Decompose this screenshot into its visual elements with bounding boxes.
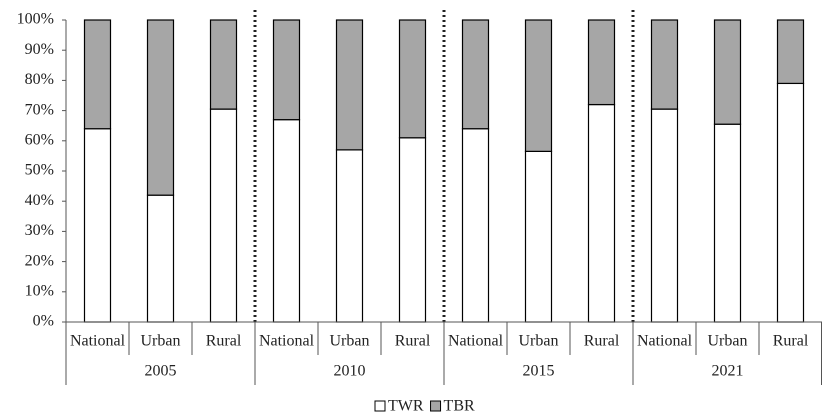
bar <box>398 137 427 323</box>
y-tick-label: 90% <box>25 41 54 58</box>
y-tick-label: 30% <box>25 222 54 239</box>
bar <box>83 128 112 323</box>
bar <box>272 19 301 121</box>
y-tick-label: 50% <box>25 162 54 179</box>
group-label: 2010 <box>334 363 366 380</box>
bar <box>461 19 490 130</box>
bar <box>146 19 175 196</box>
x-tick-label: National <box>259 333 315 350</box>
y-tick-label: 10% <box>25 282 54 299</box>
bar <box>146 194 175 323</box>
group-label: 2021 <box>712 363 744 380</box>
y-tick-label: 80% <box>25 71 54 88</box>
x-tick-label: Urban <box>519 333 559 350</box>
bar <box>209 108 238 323</box>
bar <box>713 19 742 125</box>
legend-swatch <box>374 400 386 412</box>
bar <box>650 108 679 323</box>
bar <box>524 150 553 323</box>
bar <box>650 19 679 110</box>
bar <box>83 19 112 130</box>
bar <box>335 19 364 151</box>
x-tick-label: Urban <box>330 333 370 350</box>
bar <box>461 128 490 323</box>
group-label: 2005 <box>145 363 177 380</box>
x-tick-label: National <box>448 333 504 350</box>
y-tick-label: 40% <box>25 192 54 209</box>
x-tick-label: Rural <box>773 333 809 350</box>
bar <box>713 123 742 323</box>
legend-label: TBR <box>444 398 475 415</box>
bar <box>587 103 616 323</box>
bar <box>776 19 805 85</box>
bar <box>209 19 238 110</box>
group-label: 2015 <box>523 363 555 380</box>
y-tick-label: 70% <box>25 101 54 118</box>
bar <box>335 149 364 323</box>
x-tick-label: Rural <box>584 333 620 350</box>
bar <box>776 82 805 323</box>
x-tick-label: Rural <box>206 333 242 350</box>
x-tick-label: National <box>637 333 693 350</box>
legend-swatch <box>430 400 442 412</box>
y-tick-label: 20% <box>25 252 54 269</box>
bar <box>272 119 301 323</box>
x-tick-label: National <box>70 333 126 350</box>
bar <box>398 19 427 139</box>
legend-label: TWR <box>388 398 424 415</box>
y-tick-label: 100% <box>17 11 54 28</box>
y-tick-label: 60% <box>25 131 54 148</box>
bar <box>524 19 553 152</box>
x-tick-label: Rural <box>395 333 431 350</box>
y-tick-label: 0% <box>33 313 54 330</box>
bar <box>587 19 616 106</box>
x-tick-label: Urban <box>708 333 748 350</box>
x-tick-label: Urban <box>141 333 181 350</box>
